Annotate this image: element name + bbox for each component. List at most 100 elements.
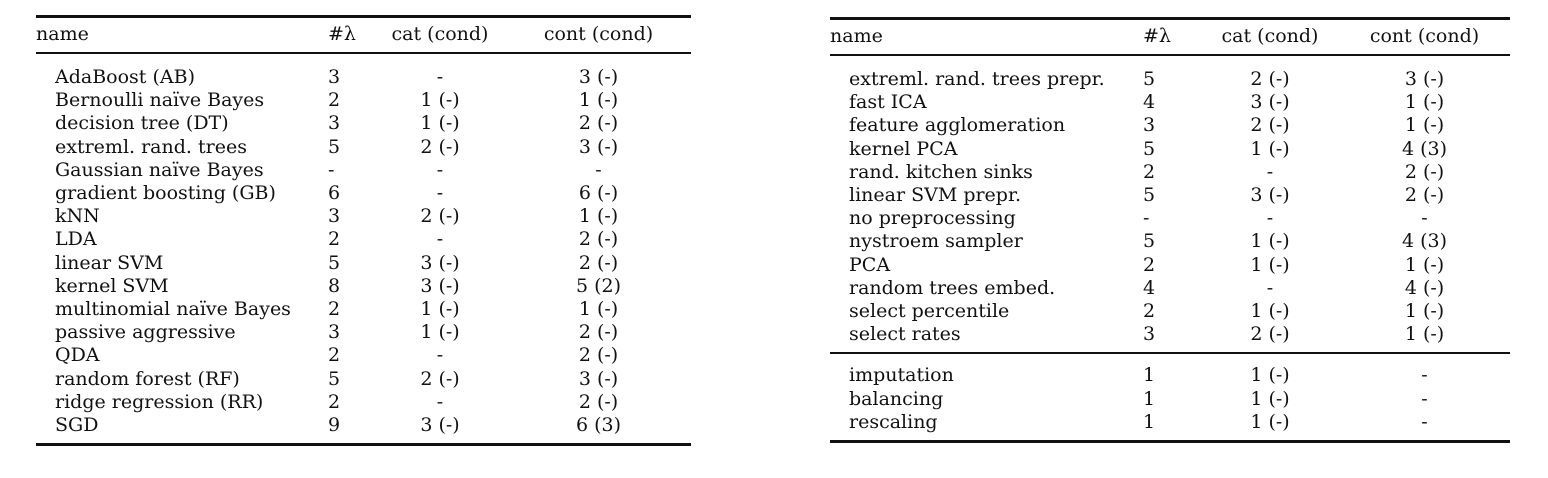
cell-name: Gaussian naïve Bayes (55, 158, 264, 181)
cell-name: extreml. rand. trees prepr. (849, 68, 1105, 90)
cell-num-hyperparams: 6 (328, 182, 341, 205)
cell-num-hyperparams: 3 (328, 112, 341, 135)
header-num-hyperparams: #λ (328, 15, 374, 54)
cell-continuous: 1 (-) (1404, 91, 1445, 114)
cell-name: feature agglomeration (849, 114, 1066, 137)
cell-continuous: 1 (-) (578, 298, 619, 321)
header-name: name (830, 17, 1143, 56)
header-continuous: cont (cond) (1339, 17, 1510, 56)
table-row: select rates 3 2 (-) 1 (-) (830, 323, 1510, 353)
table-row: QDA 2 - 2 (-) (36, 344, 691, 367)
cell-name: kernel SVM (55, 274, 169, 297)
table-row: random forest (RF) 5 2 (-) 3 (-) (36, 368, 691, 391)
cell-name: kernel PCA (849, 137, 958, 160)
table-row: extreml. rand. trees 5 2 (-) 3 (-) (36, 136, 691, 159)
header-row: name #λ cat (cond) cont (cond) (830, 17, 1510, 56)
table-row: kernel SVM 8 3 (-) 5 (2) (36, 275, 691, 298)
table-row: PCA 2 1 (-) 1 (-) (830, 254, 1510, 277)
cell-name: ridge regression (RR) (55, 390, 264, 413)
cell-num-hyperparams: 1 (1143, 410, 1201, 444)
cell-num-hyperparams: 2 (1143, 300, 1156, 323)
cell-categorical: - (436, 228, 444, 251)
table-row: imputation 1 1 (-) - (830, 352, 1510, 388)
cell-name: multinomial naïve Bayes (55, 298, 291, 321)
table-row: SGD 9 3 (-) 6 (3) (36, 414, 691, 447)
header-continuous: cont (cond) (506, 15, 691, 54)
cell-num-hyperparams: 5 (328, 251, 341, 274)
cell-continuous: 2 (-) (578, 112, 619, 135)
cell-categorical: 2 (-) (420, 367, 460, 390)
cell-continuous: - (595, 158, 602, 181)
cell-continuous: - (1421, 387, 1428, 410)
cell-name: select rates (849, 323, 961, 346)
cell-categorical: - (436, 182, 444, 205)
cell-categorical: 1 (-) (420, 298, 460, 321)
cell-name: imputation (830, 352, 1143, 388)
cell-name: balancing (849, 387, 944, 410)
cell-categorical: 1 (-) (1201, 410, 1339, 444)
table-row: linear SVM prepr. 5 3 (-) 2 (-) (830, 184, 1510, 207)
classifier-rows: AdaBoost (AB) 3-3 (-) Bernoulli naïve Baye… (36, 53, 691, 447)
cell-num-hyperparams: 3 (1143, 323, 1156, 346)
cell-continuous: 3 (-) (578, 367, 619, 390)
cell-categorical: 2 (-) (420, 135, 460, 158)
preprocessor-rows: extreml. rand. trees prepr. 5 2 (-) 3 (-) fa… (830, 55, 1510, 353)
table-row: no preprocessing - - - (830, 207, 1510, 230)
cell-continuous: 1 (-) (578, 205, 619, 228)
table-row: nystroem sampler 5 1 (-) 4 (3) (830, 230, 1510, 253)
cell-continuous: 4 (3) (1401, 230, 1448, 253)
table-row: multinomial naïve Bayes 2 1 (-) 1 (-) (36, 298, 691, 321)
cell-continuous: 3 (-) (1404, 68, 1445, 90)
table-row: kNN 3 2 (-) 1 (-) (36, 205, 691, 228)
table-row: Bernoulli naïve Bayes 2 1 (-) 1 (-) (36, 89, 691, 112)
cell-num-hyperparams: 3 (328, 205, 341, 228)
cell-num-hyperparams: 1 (1143, 387, 1156, 410)
cell-categorical: 1 (-) (1250, 230, 1290, 253)
cell-name: no preprocessing (849, 207, 1016, 230)
cell-num-hyperparams: 9 (328, 414, 374, 447)
cell-num-hyperparams: 3 (1143, 114, 1156, 137)
cell-categorical: 3 (-) (1250, 184, 1290, 207)
cell-num-hyperparams: 2 (328, 228, 341, 251)
cell-continuous: 2 (-) (578, 321, 619, 344)
cell-num-hyperparams: - (1143, 207, 1150, 230)
header-row: name #λ cat (cond) cont (cond) (36, 15, 691, 54)
cell-categorical: - (436, 66, 444, 88)
cell-categorical: 1 (-) (1250, 253, 1290, 276)
table-row: linear SVM 5 3 (-) 2 (-) (36, 252, 691, 275)
cell-categorical: 2 (-) (1250, 68, 1290, 90)
cell-categorical: 1 (-) (420, 89, 460, 112)
cell-continuous: 2 (-) (578, 390, 619, 413)
cell-categorical: 3 (-) (374, 414, 506, 447)
cell-name: rescaling (830, 410, 1143, 444)
table-row: feature agglomeration 3 2 (-) 1 (-) (830, 114, 1510, 137)
cell-continuous: 1 (-) (1404, 253, 1445, 276)
cell-categorical: 3 (-) (420, 274, 460, 297)
table-row: decision tree (DT) 3 1 (-) 2 (-) (36, 112, 691, 135)
cell-name: linear SVM prepr. (849, 184, 1022, 207)
cell-categorical: 1 (-) (1250, 300, 1290, 323)
cell-continuous: 2 (-) (578, 228, 619, 251)
classifiers-table: name #λ cat (cond) cont (cond) AdaBoost … (36, 15, 691, 447)
cell-continuous: 4 (3) (1401, 137, 1448, 160)
table-row: balancing 1 1 (-) - (830, 388, 1510, 411)
cell-num-hyperparams: 5 (1143, 137, 1156, 160)
cell-continuous: 6 (-) (578, 182, 619, 205)
cell-num-hyperparams: 5 (1143, 184, 1156, 207)
table-row: gradient boosting (GB) 6 - 6 (-) (36, 182, 691, 205)
cell-categorical: 3 (-) (1250, 91, 1290, 114)
header-name: name (36, 15, 328, 54)
cell-categorical: 1 (-) (420, 321, 460, 344)
cell-categorical: 2 (-) (1250, 114, 1290, 137)
cell-name: nystroem sampler (849, 230, 1023, 253)
cell-continuous: 1 (-) (1404, 300, 1445, 323)
table-row: random trees embed. 4 - 4 (-) (830, 277, 1510, 300)
cell-continuous: 6 (3) (506, 414, 691, 447)
cell-num-hyperparams: 4 (1143, 276, 1156, 299)
cell-categorical: 1 (-) (1250, 387, 1290, 410)
cell-name: linear SVM (55, 251, 164, 274)
cell-continuous: - (1339, 410, 1510, 444)
cell-name: rand. kitchen sinks (849, 160, 1033, 183)
table-row: ridge regression (RR) 2 - 2 (-) (36, 391, 691, 414)
cell-num-hyperparams: 5 (328, 367, 341, 390)
